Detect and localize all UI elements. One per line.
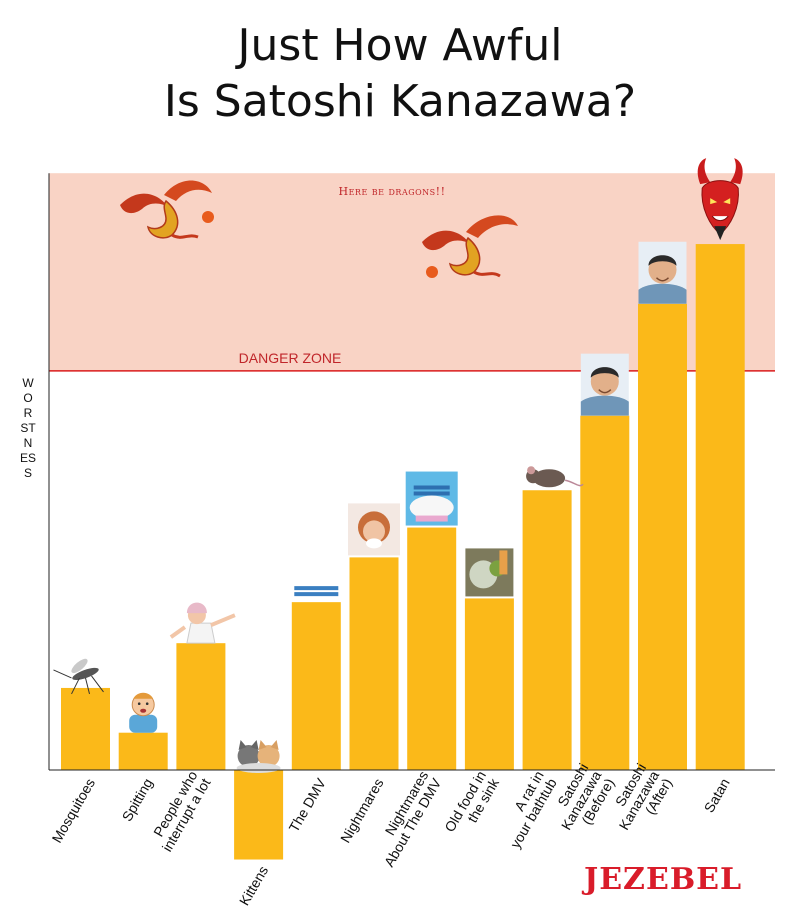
bar-8 [522, 490, 572, 770]
x-tick-label: Satan [701, 776, 733, 816]
x-tick-label: SatoshiKanazawa(Before) [545, 760, 618, 840]
dmv-logo-icon [290, 582, 343, 601]
x-tick-label: People whointerrupt a lot [146, 768, 214, 854]
devil-icon [697, 158, 743, 241]
bar-9 [580, 415, 630, 770]
y-axis-label: WORSTNESS [20, 376, 37, 480]
x-tick-label: Mosquitoes [48, 776, 98, 846]
mosquito-icon [53, 658, 104, 695]
x-tick-label: The DMV [285, 775, 329, 835]
bar-3 [234, 770, 284, 860]
shouting-woman-icon [169, 602, 236, 644]
x-tick-label: SatoshiKanazawa(After) [603, 760, 676, 840]
jezebel-logo: JEZEBEL [584, 862, 743, 897]
title-line-2: Is Satoshi Kanazawa? [163, 76, 637, 127]
bar-1 [118, 732, 168, 770]
bar-10 [638, 303, 687, 770]
title-line-1: Just How Awful [237, 20, 563, 71]
bar-11 [695, 244, 745, 770]
bar-2 [176, 643, 226, 770]
x-tick-label: Kittens [236, 863, 271, 908]
bar-0 [61, 687, 110, 770]
danger-zone-label: DANGER ZONE [239, 350, 342, 366]
kanazawa-photo-icon [638, 241, 687, 304]
x-tick-label: Old food inthe sink [441, 767, 502, 842]
dragon-icon [422, 215, 518, 278]
rat-icon [526, 466, 584, 488]
x-tick-label: Nightmares [337, 776, 387, 846]
nightmare-face-icon [348, 503, 400, 556]
bar-7 [464, 598, 514, 770]
bar-4 [291, 602, 341, 770]
dmv-dream-icon [405, 471, 458, 526]
dragon-icon [120, 180, 214, 239]
crying-child-icon [129, 692, 158, 733]
kittens-icon [236, 740, 281, 773]
dragons-note: Here be dragons!! [339, 185, 446, 198]
dirty-dishes-icon [465, 548, 514, 597]
chart-title: Just How Awful Is Satoshi Kanazawa? [0, 18, 800, 130]
kanazawa-photo-icon [580, 353, 629, 416]
x-tick-label: A rat inyour bathtub [494, 768, 560, 851]
x-tick-label: Spitting [119, 776, 156, 824]
bar-6 [407, 527, 457, 770]
bar-5 [349, 557, 399, 770]
